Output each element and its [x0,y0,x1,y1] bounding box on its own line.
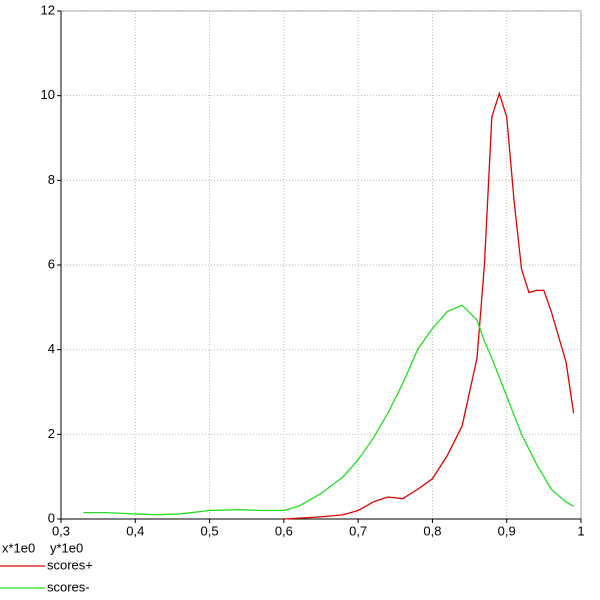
series-line [283,91,575,520]
x-tick-label: 0,3 [52,523,70,538]
x-tick-label: 0,7 [349,523,367,538]
y-tick-label: 10 [41,87,55,102]
x-tick-label: 0,8 [423,523,441,538]
y-tick-label: 8 [48,172,55,187]
plot-area [60,10,582,520]
y-tick-label: 0 [48,510,55,525]
y-tick-label: 6 [48,256,55,271]
x-tick-label: 1 [577,523,584,538]
x-axis-label: x*1e0 [2,540,35,555]
legend-label: scores- [47,579,90,594]
y-tick-label: 4 [48,341,55,356]
x-tick-label: 0,9 [498,523,516,538]
x-tick-label: 0,5 [201,523,219,538]
x-tick-label: 0,4 [126,523,144,538]
y-tick-label: 12 [41,2,55,17]
y-axis-label: y*1e0 [50,540,83,555]
x-tick-label: 0,6 [275,523,293,538]
legend-label: scores+ [47,557,93,572]
y-tick-label: 2 [48,426,55,441]
series-line [83,304,574,516]
